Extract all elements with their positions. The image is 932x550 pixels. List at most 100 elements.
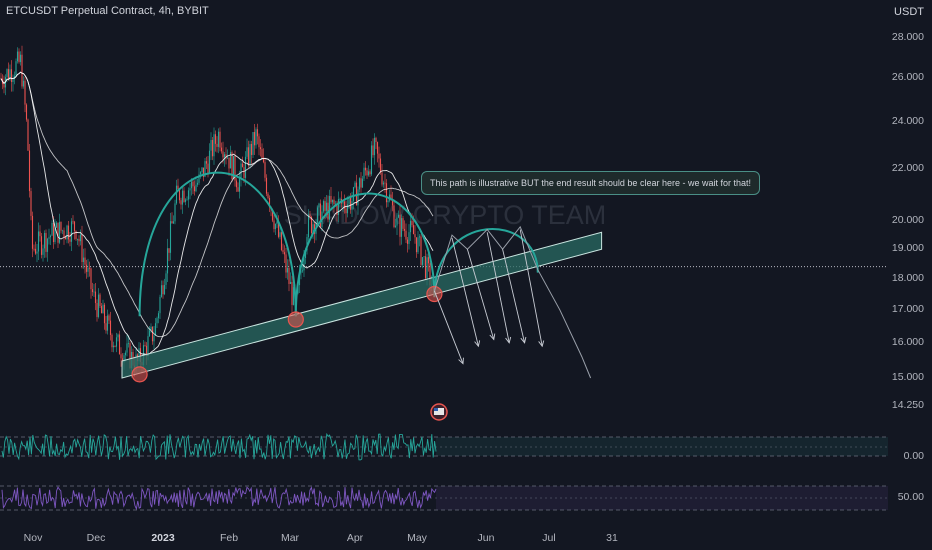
projection-arrow[interactable]	[466, 249, 496, 341]
candle	[277, 215, 280, 239]
candle	[414, 225, 416, 244]
candle	[234, 150, 236, 187]
candle	[55, 221, 58, 229]
projection-arrow[interactable]	[433, 290, 464, 365]
candle	[259, 139, 262, 157]
candle	[63, 227, 65, 245]
candle	[408, 224, 410, 250]
candle	[43, 230, 46, 258]
candle	[397, 210, 400, 219]
annotation-callout[interactable]: This path is illustrative BUT the end re…	[421, 171, 760, 195]
touch-point-1[interactable]	[131, 366, 148, 383]
candle	[114, 345, 116, 348]
price-tick-label: 17.000	[891, 302, 924, 315]
candle	[64, 235, 67, 240]
touch-point-3[interactable]	[426, 285, 443, 303]
candle	[7, 62, 10, 81]
projection-arrow[interactable]	[519, 229, 545, 348]
candle	[289, 272, 292, 285]
candle	[184, 198, 187, 206]
projection-arrow[interactable]	[486, 232, 512, 344]
candle	[100, 302, 103, 314]
candle	[420, 234, 422, 267]
candle	[358, 177, 361, 193]
projection-arrow[interactable]	[502, 249, 527, 344]
candle	[288, 259, 290, 292]
candle	[393, 199, 395, 229]
candle	[402, 215, 404, 232]
candle	[268, 195, 271, 212]
candle	[235, 178, 238, 192]
arc-3[interactable]	[433, 228, 539, 298]
candle	[262, 148, 265, 164]
candle	[28, 143, 31, 198]
candle	[223, 151, 226, 167]
candle	[273, 214, 275, 233]
candle	[342, 199, 344, 212]
candle	[363, 162, 365, 182]
projection-arrow[interactable]	[451, 237, 481, 348]
candle	[115, 332, 118, 353]
candle	[367, 165, 370, 177]
candle	[69, 231, 71, 247]
touch-point-2[interactable]	[287, 311, 304, 328]
candle	[274, 223, 277, 236]
candle	[177, 178, 179, 190]
candle	[111, 333, 113, 352]
candle	[405, 223, 407, 244]
price-tick-label: 19.000	[891, 242, 924, 255]
candle	[72, 215, 74, 225]
candle	[385, 179, 388, 208]
candle	[396, 212, 398, 236]
candle	[159, 294, 161, 319]
candle	[253, 123, 256, 156]
candle	[118, 330, 121, 355]
projected-path[interactable]	[433, 225, 592, 379]
candle	[241, 156, 244, 168]
candle	[24, 76, 26, 113]
support-channel[interactable]	[121, 231, 603, 379]
arc-2[interactable]	[294, 192, 436, 317]
candle	[21, 45, 23, 89]
candle	[381, 164, 383, 187]
candle	[415, 237, 418, 258]
candle	[265, 174, 268, 197]
candle	[169, 212, 172, 261]
price-tick-label: 15.000	[891, 371, 924, 383]
candle	[205, 156, 208, 170]
candle	[34, 241, 37, 255]
candle	[144, 341, 146, 347]
candle	[126, 334, 128, 357]
candle	[423, 256, 425, 266]
candle	[264, 157, 266, 182]
candle	[84, 248, 86, 274]
candle	[333, 196, 335, 213]
arc-1[interactable]	[138, 171, 297, 317]
candle	[186, 196, 188, 201]
candle	[229, 145, 232, 169]
candle	[94, 283, 97, 311]
candle	[196, 178, 199, 187]
candle	[10, 60, 13, 92]
candle	[60, 221, 62, 234]
candle	[93, 283, 95, 298]
candle	[226, 149, 229, 160]
candle	[180, 197, 182, 210]
candle	[88, 261, 91, 277]
price-tick-label: 26.000	[891, 71, 924, 84]
candle	[280, 231, 283, 252]
candle	[220, 142, 223, 154]
candle	[36, 244, 38, 263]
candle	[267, 191, 269, 200]
candle	[99, 292, 101, 309]
candle	[108, 313, 110, 325]
candle	[85, 259, 88, 279]
candle	[39, 225, 41, 242]
time-tick-label: Dec	[86, 532, 106, 544]
candle	[61, 229, 64, 235]
candle	[49, 234, 52, 246]
candle	[46, 237, 49, 262]
candle	[238, 170, 241, 199]
candle	[12, 74, 14, 92]
